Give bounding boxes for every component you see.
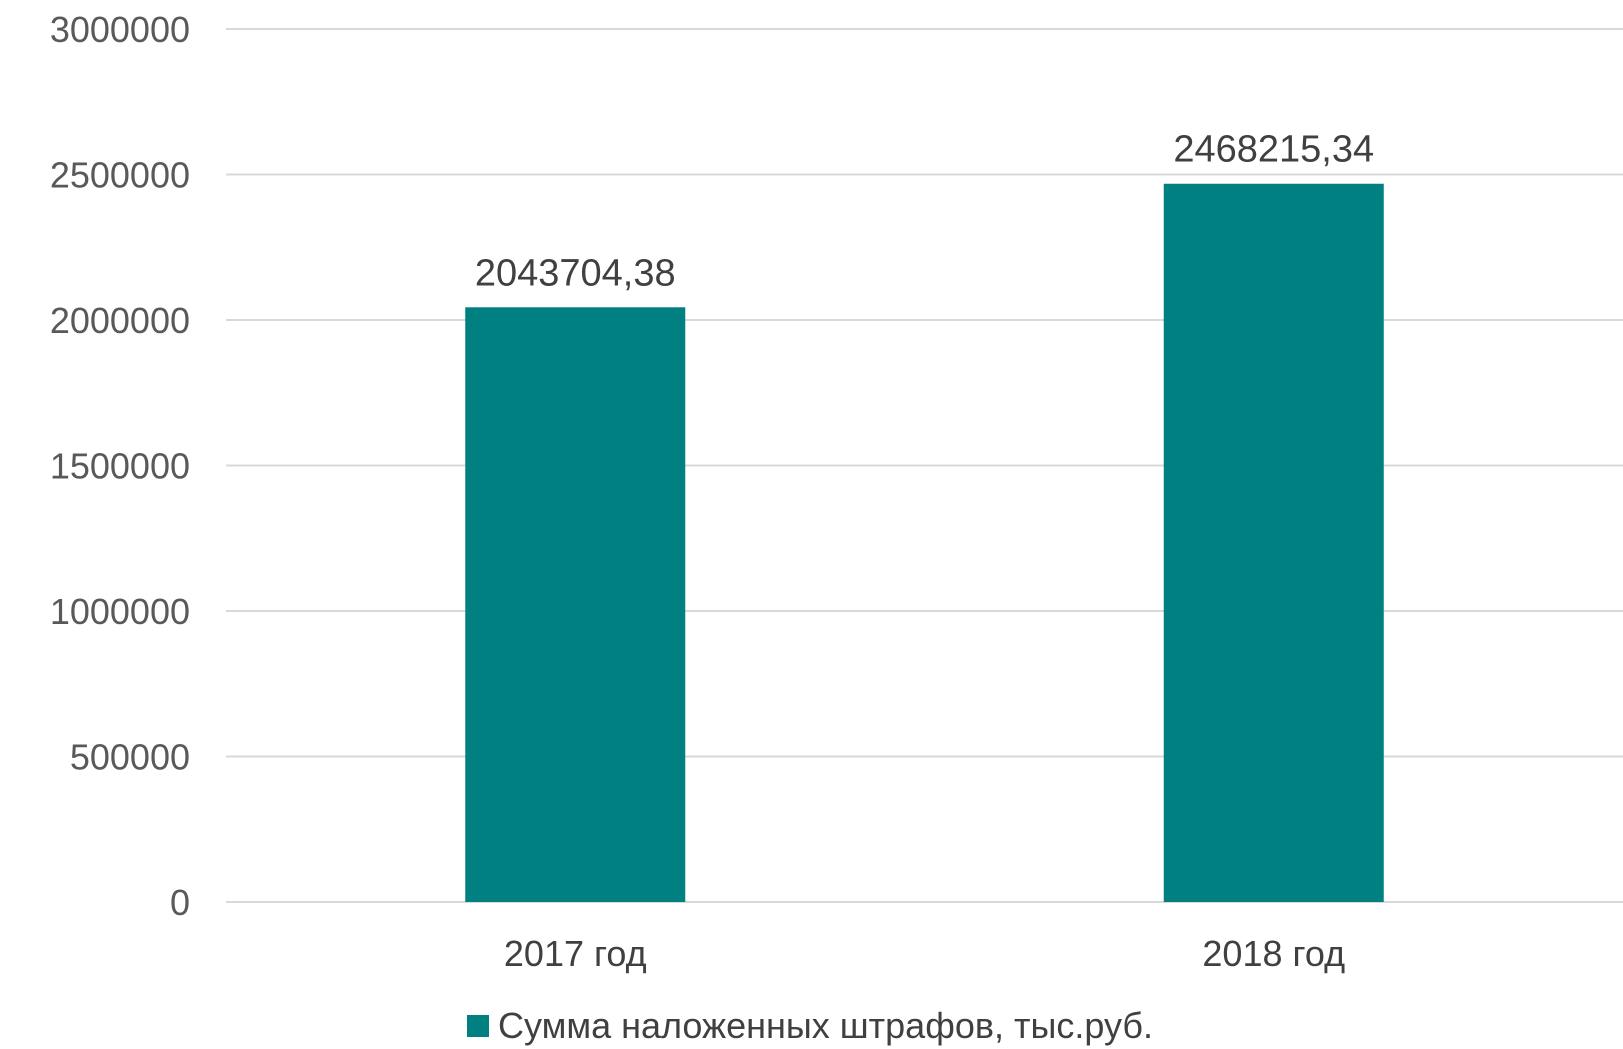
data-label-0: 2043704,38 xyxy=(475,252,676,294)
x-category-label-0: 2017 год xyxy=(504,933,647,974)
legend-swatch xyxy=(467,1015,489,1037)
data-labels: 2043704,38 2468215,34 xyxy=(475,129,1374,295)
gridlines xyxy=(226,28,1623,903)
x-category-label-1: 2018 год xyxy=(1202,933,1345,974)
bar-0 xyxy=(465,307,686,903)
legend: Сумма наложенных штрафов, тыс.руб. xyxy=(467,1005,1153,1046)
bars xyxy=(465,183,1384,903)
y-tick-label-4: 2000000 xyxy=(50,300,190,341)
bar-1 xyxy=(1163,183,1384,902)
x-axis-category-labels: 2017 год 2018 год xyxy=(504,933,1345,974)
y-tick-label-5: 2500000 xyxy=(50,155,190,196)
y-tick-label-6: 3000000 xyxy=(50,9,190,50)
y-tick-label-1: 500000 xyxy=(70,737,190,778)
y-axis-tick-labels: 0 500000 1000000 1500000 2000000 2500000 30000… xyxy=(50,9,190,923)
data-label-1: 2468215,34 xyxy=(1173,129,1374,171)
y-tick-label-3: 1500000 xyxy=(50,446,190,487)
y-tick-label-2: 1000000 xyxy=(50,591,190,632)
legend-label: Сумма наложенных штрафов, тыс.руб. xyxy=(498,1005,1153,1046)
y-tick-label-0: 0 xyxy=(170,882,190,923)
